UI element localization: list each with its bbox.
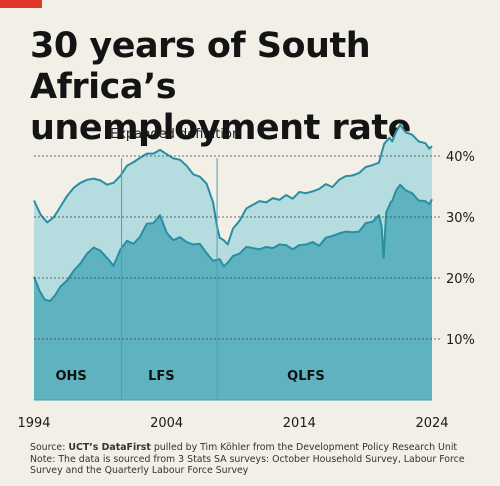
official-rate-line <box>33 183 433 303</box>
grid-layer <box>34 155 442 401</box>
expanded-definition-annotation: Expanded definition <box>110 127 240 142</box>
y-tick-label: 30% <box>446 211 475 226</box>
source-prefix: Source: <box>30 442 69 453</box>
source-line: Source: UCT’s DataFirst pulled by Tim Kö… <box>30 442 490 454</box>
y-tick-label: 20% <box>446 272 475 287</box>
survey-divider-layer <box>121 158 218 400</box>
survey-label-lfs: LFS <box>148 369 175 384</box>
unemployment-chart: 10% 20% 30% 40% 1994 2004 2014 2024 OHS LFS QLFS Ex… <box>17 123 475 431</box>
x-tick-label: 2024 <box>415 416 448 431</box>
source-text: pulled by Tim Köhler from the Developmen… <box>150 442 458 453</box>
x-tick-label: 2004 <box>150 416 183 431</box>
x-tick-label: 2014 <box>283 416 316 431</box>
x-tick-label: 1994 <box>17 416 50 431</box>
official-rate-area <box>34 184 432 400</box>
y-tick-label: 10% <box>446 333 475 348</box>
source-org: UCT’s DataFirst <box>68 442 151 453</box>
survey-label-qlfs: QLFS <box>287 369 325 384</box>
expanded-rate-line <box>33 123 433 246</box>
chart-title: 30 years of South Africa’s unemployment … <box>30 26 480 149</box>
area-layer <box>33 123 433 401</box>
accent-bar <box>0 0 42 8</box>
label-layer: 10% 20% 30% 40% 1994 2004 2014 2024 OHS LFS QLFS Ex… <box>17 127 474 431</box>
title-line-1: 30 years of South Africa’s <box>30 26 371 107</box>
title-line-2: unemployment rate <box>30 108 411 148</box>
source-note: Source: UCT’s DataFirst pulled by Tim Kö… <box>30 442 490 477</box>
survey-label-ohs: OHS <box>55 369 86 384</box>
note-line-1: Note: The data is sourced from 3 Stats S… <box>30 453 465 465</box>
y-tick-label: 40% <box>446 150 475 165</box>
note-line-2: Survey and the Quarterly Labour Force Su… <box>30 465 249 476</box>
